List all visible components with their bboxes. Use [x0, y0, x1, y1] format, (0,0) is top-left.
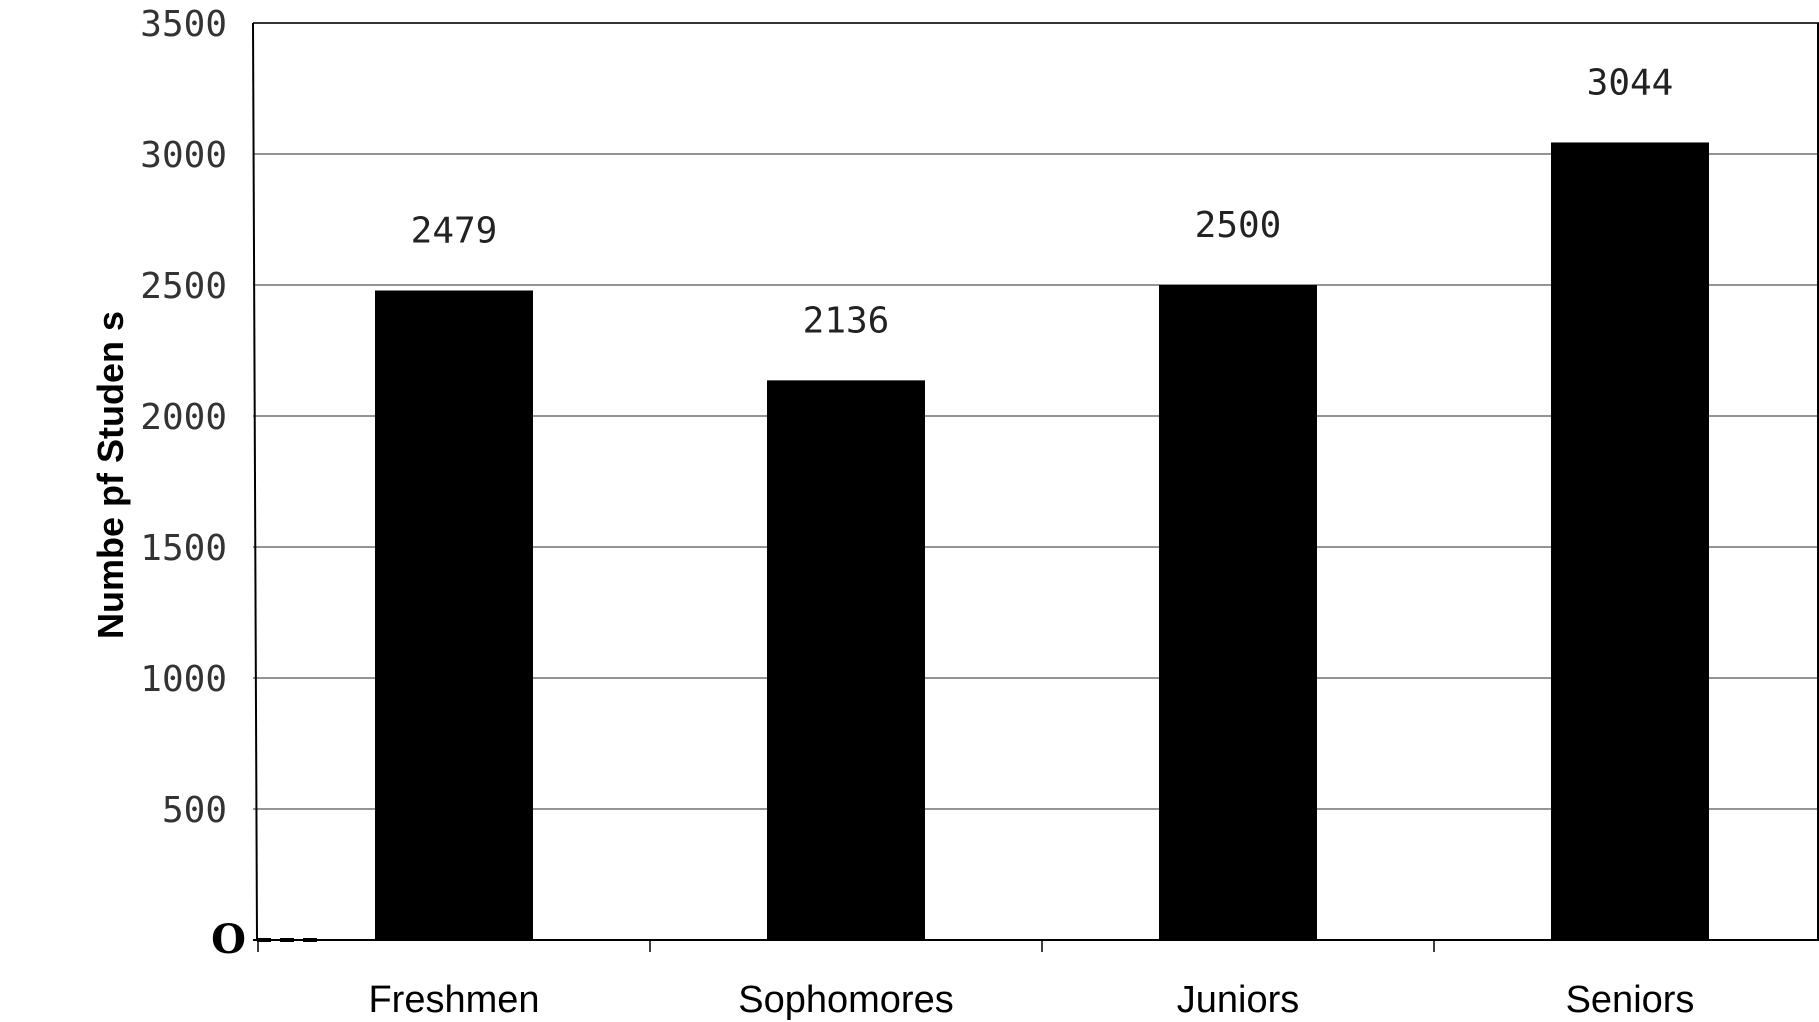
bar-sophomores	[767, 380, 925, 940]
y-tick-label: 500	[162, 790, 227, 831]
data-label: 2136	[803, 300, 890, 341]
data-label: 2479	[411, 211, 498, 252]
y-axis-line	[252, 22, 258, 941]
x-tick-label: Freshmen	[368, 979, 539, 1021]
y-tick-label: 3000	[140, 135, 227, 176]
x-tick-label: Juniors	[1177, 979, 1300, 1021]
data-label: 2500	[1195, 205, 1282, 246]
x-tick-labels: Freshmen Sophomores Juniors Seniors	[368, 979, 1694, 1021]
x-tick-label: Sophomores	[738, 979, 953, 1021]
bar-seniors	[1551, 142, 1709, 941]
axes	[252, 22, 1819, 952]
y-tick-label: 2000	[140, 397, 227, 438]
y-axis-title: Numbe pf Studen s	[90, 311, 131, 639]
x-tick-label: Seniors	[1566, 979, 1695, 1021]
bar-juniors	[1159, 285, 1317, 940]
y-tick-label: 1500	[140, 528, 227, 569]
y-tick-label: O	[211, 916, 246, 963]
data-labels: 2479 2136 2500 3044	[411, 62, 1674, 341]
y-tick-labels: O 500 1000 1500 2000 2500 3000 3500	[140, 4, 246, 963]
data-label: 3044	[1587, 62, 1674, 103]
bar-freshmen	[375, 290, 533, 940]
y-tick-label: 2500	[140, 266, 227, 307]
y-tick-label: 1000	[140, 659, 227, 700]
bars	[375, 142, 1709, 941]
y-tick-label: 3500	[140, 4, 227, 45]
